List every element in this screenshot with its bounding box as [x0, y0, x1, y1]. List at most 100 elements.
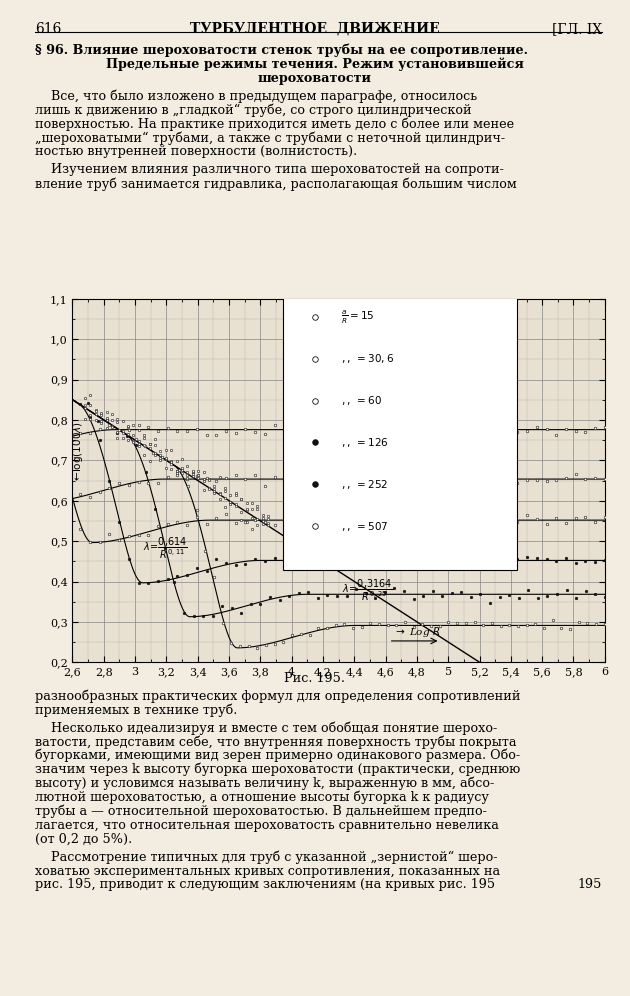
Point	[551, 426, 561, 442]
Point	[503, 511, 513, 527]
Point	[124, 528, 134, 544]
Point	[279, 551, 289, 567]
Point	[571, 422, 581, 438]
Point	[386, 517, 396, 533]
Point	[270, 635, 280, 651]
Point	[454, 421, 464, 437]
Point	[255, 596, 265, 612]
Point	[112, 411, 122, 427]
Point	[289, 472, 299, 488]
Point	[101, 412, 112, 428]
Point	[80, 399, 90, 415]
Point	[75, 522, 85, 538]
Point	[444, 425, 454, 441]
Point	[129, 433, 139, 449]
Point	[118, 422, 128, 438]
Text: [ГЛ. IX: [ГЛ. IX	[551, 22, 602, 36]
Point	[200, 543, 210, 559]
Point	[118, 413, 128, 429]
Point	[400, 614, 410, 629]
Point	[357, 620, 367, 635]
Point	[105, 473, 115, 489]
Point	[101, 420, 112, 436]
Point	[188, 464, 198, 480]
Point	[318, 421, 328, 437]
Point	[173, 568, 183, 584]
Point	[227, 601, 237, 617]
Point	[308, 423, 318, 439]
Point	[150, 447, 160, 463]
Point	[236, 491, 246, 507]
Text: $\frac{a}{R}=15$: $\frac{a}{R}=15$	[341, 309, 375, 326]
Point	[173, 514, 183, 530]
Text: $\lambda\!=\!\dfrac{0{,}614}{R^{0,11}}$: $\lambda\!=\!\dfrac{0{,}614}{R^{0,11}}$	[143, 535, 188, 561]
Point	[198, 473, 209, 489]
Point	[303, 584, 313, 600]
Point	[236, 513, 246, 529]
Point	[91, 411, 101, 427]
Point	[182, 464, 192, 480]
Point	[444, 550, 454, 566]
Point	[221, 555, 231, 571]
Point	[357, 552, 367, 568]
Point	[447, 585, 457, 601]
Point	[145, 435, 155, 451]
Point	[156, 452, 166, 468]
Point	[107, 406, 117, 422]
Point	[182, 467, 192, 483]
Point	[386, 552, 396, 568]
Point	[556, 621, 566, 636]
Point	[124, 551, 134, 567]
Point	[134, 474, 144, 490]
Point	[348, 620, 358, 635]
Point	[590, 470, 600, 486]
Point	[153, 518, 163, 534]
Text: $\leftarrow\!\log(100\lambda)$: $\leftarrow\!\log(100\lambda)$	[71, 421, 85, 483]
Point	[215, 469, 225, 485]
Point	[275, 592, 285, 608]
Point	[444, 511, 454, 527]
Point	[367, 552, 377, 568]
Point	[163, 420, 173, 436]
Point	[464, 475, 474, 491]
Point	[380, 584, 390, 600]
Point	[437, 589, 447, 605]
Point	[85, 410, 95, 426]
Point	[495, 590, 505, 606]
Point	[600, 471, 610, 487]
Point	[114, 475, 124, 491]
Point	[503, 542, 513, 558]
Point	[338, 552, 348, 568]
Point	[532, 418, 542, 434]
Point	[464, 555, 474, 571]
Point	[209, 478, 219, 494]
Point	[483, 551, 493, 567]
Point	[171, 464, 181, 480]
Point	[134, 436, 144, 452]
Point	[105, 480, 115, 496]
Point	[188, 466, 198, 482]
Point	[551, 510, 561, 526]
Point	[591, 616, 601, 631]
Point	[231, 498, 241, 514]
Point	[198, 464, 209, 480]
Point	[85, 409, 95, 425]
Point	[231, 515, 241, 531]
Point	[166, 442, 176, 458]
Text: вление труб занимается гидравлика, располагающая большим числом: вление труб занимается гидравлика, распо…	[35, 177, 517, 191]
Point	[221, 423, 231, 439]
Point	[331, 617, 341, 632]
Point	[193, 466, 203, 482]
Point	[332, 588, 342, 604]
Point	[241, 501, 251, 517]
Point	[124, 477, 134, 493]
Point	[532, 550, 542, 566]
Point	[279, 512, 289, 528]
Point	[258, 516, 268, 532]
Point	[241, 514, 251, 530]
Point	[600, 589, 610, 605]
Point	[464, 512, 474, 528]
Point	[376, 416, 386, 432]
Point	[308, 557, 318, 573]
Point	[418, 616, 428, 631]
